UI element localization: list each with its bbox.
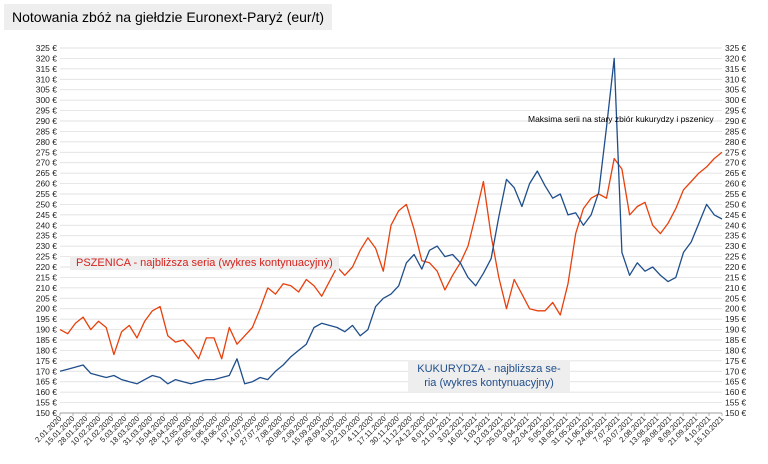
y-tick-label: 280 € [725,137,747,147]
y-tick-label: 225 € [36,252,58,262]
y-tick-label: 175 € [725,356,747,366]
y-tick-label: 195 € [725,314,747,324]
chart-title: Notowania zbóż na giełdzie Euronext-Pary… [4,4,333,30]
y-tick-label: 320 € [36,53,58,63]
y-tick-label: 220 € [36,262,58,272]
y-tick-label: 150 € [36,408,58,418]
y-tick-label: 315 € [36,64,58,74]
y-tick-label: 180 € [36,345,58,355]
y-tick-label: 225 € [725,252,747,262]
series-line-corn [59,57,723,385]
y-tick-label: 310 € [36,74,58,84]
y-tick-label: 245 € [725,210,747,220]
y-tick-label: 230 € [36,241,58,251]
chart-annotation: Maksima serii na stary zbiór kukurydzy i… [528,114,714,124]
y-tick-label: 165 € [725,377,747,387]
y-tick-label: 215 € [725,272,747,282]
legend-corn: KUKURYDZA - najbliższa se-ria (wykres ko… [408,360,570,392]
y-tick-label: 305 € [36,85,58,95]
y-tick-label: 255 € [36,189,58,199]
y-tick-label: 235 € [725,231,747,241]
y-tick-label: 295 € [725,106,747,116]
y-tick-label: 205 € [36,293,58,303]
series-line-wheat [59,151,723,360]
y-tick-label: 300 € [36,95,58,105]
y-tick-label: 165 € [36,377,58,387]
y-tick-label: 160 € [36,387,58,397]
y-tick-label: 155 € [36,398,58,408]
y-tick-label: 185 € [725,335,747,345]
grid-lines [60,47,722,414]
y-tick-label: 190 € [36,325,58,335]
y-tick-label: 245 € [36,210,58,220]
y-tick-label: 155 € [725,398,747,408]
y-tick-label: 315 € [725,64,747,74]
y-tick-label: 180 € [725,345,747,355]
y-tick-label: 170 € [36,366,58,376]
y-tick-label: 305 € [725,85,747,95]
y-tick-label: 240 € [36,220,58,230]
y-tick-label: 275 € [36,147,58,157]
y-tick-label: 215 € [36,272,58,282]
y-tick-label: 170 € [725,366,747,376]
y-tick-label: 205 € [725,293,747,303]
y-tick-label: 275 € [725,147,747,157]
y-axis-right: 150 €155 €160 €165 €170 €175 €180 €185 €… [725,43,747,418]
legend-wheat: PSZENICA - najbliższa seria (wykres kont… [70,256,339,270]
y-tick-label: 150 € [725,408,747,418]
y-tick-label: 310 € [725,74,747,84]
y-tick-label: 200 € [725,304,747,314]
y-tick-label: 200 € [36,304,58,314]
y-tick-label: 210 € [36,283,58,293]
y-tick-label: 190 € [725,325,747,335]
y-tick-label: 280 € [36,137,58,147]
y-tick-label: 235 € [36,231,58,241]
y-tick-label: 220 € [725,262,747,272]
series-group [59,57,723,385]
y-tick-label: 285 € [725,126,747,136]
y-axis-left: 150 €155 €160 €165 €170 €175 €180 €185 €… [36,43,58,418]
y-tick-label: 240 € [725,220,747,230]
y-tick-label: 290 € [725,116,747,126]
y-tick-label: 295 € [36,106,58,116]
y-tick-label: 265 € [725,168,747,178]
y-tick-label: 320 € [725,53,747,63]
y-tick-label: 255 € [725,189,747,199]
y-tick-label: 325 € [36,43,58,53]
y-tick-label: 285 € [36,126,58,136]
x-axis: 2.01.202015.01.202028.01.202010.02.20202… [33,413,725,447]
y-tick-label: 230 € [725,241,747,251]
y-tick-label: 250 € [36,199,58,209]
y-tick-label: 250 € [725,199,747,209]
y-tick-label: 175 € [36,356,58,366]
y-tick-label: 325 € [725,43,747,53]
y-tick-label: 300 € [725,95,747,105]
y-tick-label: 265 € [36,168,58,178]
y-tick-label: 270 € [36,158,58,168]
y-tick-label: 260 € [36,179,58,189]
y-tick-label: 210 € [725,283,747,293]
y-tick-label: 270 € [725,158,747,168]
y-tick-label: 195 € [36,314,58,324]
y-tick-label: 185 € [36,335,58,345]
y-tick-label: 160 € [725,387,747,397]
y-tick-label: 260 € [725,179,747,189]
y-tick-label: 290 € [36,116,58,126]
